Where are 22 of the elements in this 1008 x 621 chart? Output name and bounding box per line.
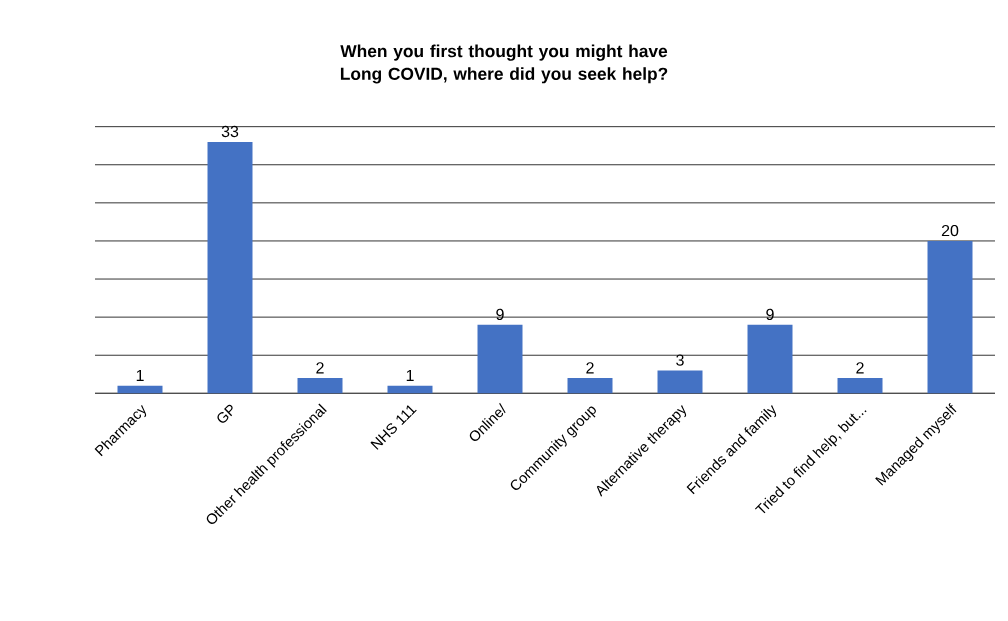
bar [657,370,703,394]
bar [747,324,793,394]
bar [837,377,883,394]
data-label: 2 [856,362,864,374]
x-tick-label: GP [217,404,233,423]
data-label: 1 [136,369,144,381]
data-label: 33 [221,125,239,138]
bar [387,385,433,394]
bar [477,324,523,394]
bar [927,240,973,394]
data-label: 2 [586,362,594,374]
data-label: 9 [496,308,504,320]
chart-title: When you first thought you might have Long COVID, where did you seek help? [340,44,668,84]
data-label: 9 [766,308,774,320]
data-label: 3 [676,354,684,366]
bar [207,141,253,394]
data-label: 1 [406,369,414,381]
data-label: 2 [316,362,324,374]
bar [297,377,343,394]
bar [567,377,613,394]
bar [117,385,163,394]
data-label: 20 [941,224,959,237]
